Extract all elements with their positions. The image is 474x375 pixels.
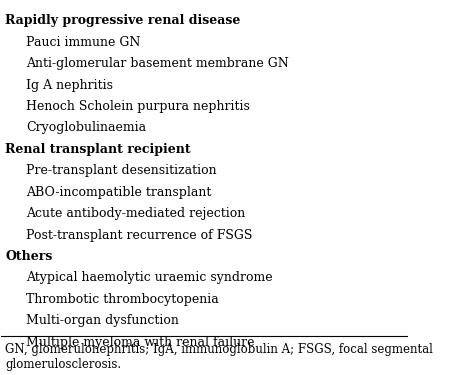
Text: Ig A nephritis: Ig A nephritis (26, 79, 113, 92)
Text: GN, glomerulonephritis; IgA, immunoglobulin A; FSGS, focal segmental: GN, glomerulonephritis; IgA, immunoglobu… (6, 343, 433, 356)
Text: Multi-organ dysfunction: Multi-organ dysfunction (26, 314, 179, 327)
Text: Cryoglobulinaemia: Cryoglobulinaemia (26, 122, 146, 134)
Text: Anti-glomerular basement membrane GN: Anti-glomerular basement membrane GN (26, 57, 289, 70)
Text: Henoch Scholein purpura nephritis: Henoch Scholein purpura nephritis (26, 100, 250, 113)
Text: ABO-incompatible transplant: ABO-incompatible transplant (26, 186, 211, 199)
Text: Acute antibody-mediated rejection: Acute antibody-mediated rejection (26, 207, 245, 220)
Text: Rapidly progressive renal disease: Rapidly progressive renal disease (6, 14, 241, 27)
Text: Pauci immune GN: Pauci immune GN (26, 36, 140, 49)
Text: glomerulosclerosis.: glomerulosclerosis. (6, 358, 122, 371)
Text: Post-transplant recurrence of FSGS: Post-transplant recurrence of FSGS (26, 228, 252, 242)
Text: Renal transplant recipient: Renal transplant recipient (6, 143, 191, 156)
Text: Thrombotic thrombocytopenia: Thrombotic thrombocytopenia (26, 293, 219, 306)
Text: Pre-transplant desensitization: Pre-transplant desensitization (26, 164, 217, 177)
Text: Multiple myeloma with renal failure: Multiple myeloma with renal failure (26, 336, 255, 349)
Text: Others: Others (6, 250, 53, 263)
Text: Atypical haemolytic uraemic syndrome: Atypical haemolytic uraemic syndrome (26, 272, 273, 284)
